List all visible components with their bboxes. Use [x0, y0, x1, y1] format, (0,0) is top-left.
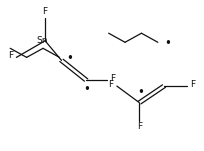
Text: F: F	[110, 74, 115, 83]
Text: •: •	[66, 52, 73, 65]
Text: F: F	[136, 122, 141, 131]
Text: Sn: Sn	[36, 36, 48, 45]
Text: •: •	[136, 86, 143, 99]
Text: F: F	[8, 51, 13, 60]
Text: F: F	[108, 80, 113, 89]
Text: •: •	[83, 83, 90, 96]
Text: F: F	[189, 80, 194, 89]
Text: •: •	[164, 37, 171, 50]
Text: F: F	[42, 7, 47, 16]
